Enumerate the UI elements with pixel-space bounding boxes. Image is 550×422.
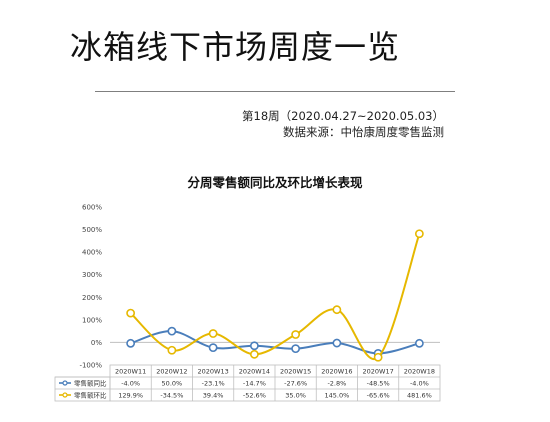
data-label: -23.1% xyxy=(202,380,225,388)
data-point xyxy=(332,338,342,348)
x-tick-label: 2020W11 xyxy=(115,368,146,376)
week-range-text: 第18周（2020.04.27~2020.05.03） xyxy=(242,109,444,123)
y-tick-label: 300% xyxy=(82,271,102,279)
x-tick-label: 2020W16 xyxy=(321,368,352,376)
data-point xyxy=(414,229,424,239)
data-point xyxy=(167,345,177,355)
x-tick-label: 2020W14 xyxy=(239,368,270,376)
data-source-text: 数据来源：中怡康周度零售监测 xyxy=(283,125,444,139)
data-label: 35.0% xyxy=(285,392,306,400)
data-point xyxy=(126,338,136,348)
data-label: 39.4% xyxy=(203,392,224,400)
legend-label: 零售额环比 xyxy=(74,391,107,400)
y-tick-label: -100% xyxy=(79,362,102,370)
y-tick-label: 200% xyxy=(82,294,102,302)
data-label: -65.6% xyxy=(367,392,390,400)
data-label: -14.7% xyxy=(243,380,266,388)
data-point xyxy=(249,341,259,351)
data-point xyxy=(126,308,136,318)
data-label: -34.5% xyxy=(160,392,183,400)
y-tick-label: 0% xyxy=(91,339,102,347)
page-title: 冰箱线下市场周度一览 xyxy=(70,28,401,66)
legend-label: 零售额同比 xyxy=(74,379,107,388)
legend-marker-key xyxy=(62,392,68,398)
x-tick-label: 2020W17 xyxy=(363,368,394,376)
data-label: -52.6% xyxy=(243,392,266,400)
legend-marker-key xyxy=(62,380,68,386)
series-line-2 xyxy=(129,233,421,361)
data-point xyxy=(167,326,177,336)
y-tick-label: 100% xyxy=(82,316,102,324)
data-point xyxy=(291,344,301,354)
data-point xyxy=(332,305,342,315)
data-label: -4.0% xyxy=(410,380,429,388)
data-label: 481.6% xyxy=(407,392,432,400)
y-tick-label: 500% xyxy=(82,226,102,234)
data-point xyxy=(208,329,218,338)
data-label: -2.8% xyxy=(327,380,346,388)
data-label: 50.0% xyxy=(162,380,183,388)
data-point xyxy=(208,343,218,353)
data-point xyxy=(414,338,424,348)
data-label: 145.0% xyxy=(324,392,349,400)
data-label: -27.6% xyxy=(284,380,307,388)
title-divider xyxy=(95,91,455,92)
chart-title: 分周零售额同比及环比增长表现 xyxy=(187,175,363,190)
data-point xyxy=(291,330,301,339)
data-label: -48.5% xyxy=(367,380,390,388)
data-label: -4.0% xyxy=(121,380,140,388)
data-label: 129.9% xyxy=(118,392,143,400)
data-point xyxy=(373,352,383,362)
y-tick-label: 400% xyxy=(82,249,102,257)
data-point xyxy=(249,349,259,359)
y-tick-label: 600% xyxy=(82,204,102,212)
x-tick-label: 2020W13 xyxy=(198,368,229,376)
x-tick-label: 2020W18 xyxy=(404,368,435,376)
x-tick-label: 2020W12 xyxy=(156,368,187,376)
x-tick-label: 2020W15 xyxy=(280,368,311,376)
